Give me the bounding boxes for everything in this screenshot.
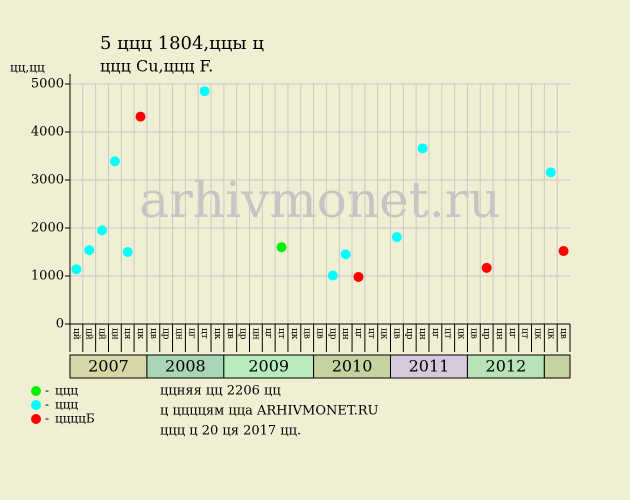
point xyxy=(135,111,146,122)
x-tick-label: цк xyxy=(212,328,222,340)
x-tick-label: цн xyxy=(173,328,183,340)
x-tick-label: цк xyxy=(545,328,555,340)
y-tick-label: 0 xyxy=(56,317,64,332)
x-tick-label: цн xyxy=(340,328,350,340)
year-label: 2010 xyxy=(332,357,373,376)
point xyxy=(353,271,364,282)
x-tick-label: цн xyxy=(250,328,260,340)
legend-label: ццццБ xyxy=(55,412,95,426)
point xyxy=(340,249,351,260)
x-tick-label: ци xyxy=(109,328,119,340)
x-tick-label: цр xyxy=(481,328,491,340)
legend-label: ццц xyxy=(55,398,78,412)
x-tick-label: цт xyxy=(520,328,530,339)
year-cell xyxy=(543,354,571,379)
legend-label: ццц xyxy=(55,384,78,398)
note: ц ццццям цца ARHIVMONET.RU xyxy=(160,404,379,419)
point xyxy=(109,156,120,167)
x-tick-label: цв xyxy=(225,328,235,339)
x-tick-label: цк xyxy=(135,328,145,340)
x-tick-label: цт xyxy=(276,328,286,339)
legend-marker xyxy=(31,400,41,410)
point xyxy=(481,262,492,273)
legend-dash: - xyxy=(45,384,49,398)
point xyxy=(199,86,210,97)
point xyxy=(558,246,569,257)
y-axis-label: цц,цц xyxy=(10,61,45,75)
x-tick-label: цй xyxy=(71,328,81,340)
point xyxy=(545,167,556,178)
x-tick-label: цк xyxy=(289,328,299,340)
y-tick-label: 2000 xyxy=(31,221,64,236)
x-tick-label: цй xyxy=(84,328,94,340)
x-tick-label: ця xyxy=(122,328,132,340)
year-label: 2011 xyxy=(409,357,450,376)
x-tick-label: цр xyxy=(327,328,337,340)
point xyxy=(417,143,428,154)
note: ццняя цц 2206 цц xyxy=(160,384,281,399)
y-tick-label: 3000 xyxy=(31,173,64,188)
year-label: 2012 xyxy=(486,357,527,376)
year-label: 2008 xyxy=(165,357,206,376)
year-label: 2009 xyxy=(248,357,289,376)
x-tick-label: цв xyxy=(302,328,312,339)
note: ццц ц 20 ця 2017 цц. xyxy=(160,424,301,439)
legend-marker xyxy=(31,414,41,424)
x-tick-label: цг xyxy=(263,328,273,339)
x-tick-label: цт xyxy=(443,328,453,339)
chart-title: 5 ццц 1804,ццы ц xyxy=(100,33,264,54)
legend-dash: - xyxy=(45,398,49,412)
y-tick-label: 4000 xyxy=(31,125,64,140)
year-label: 2007 xyxy=(88,357,129,376)
legend-dash: - xyxy=(45,412,49,426)
x-tick-label: цк xyxy=(532,328,542,340)
point xyxy=(391,232,402,243)
x-tick-label: цг xyxy=(430,328,440,339)
point xyxy=(84,245,95,256)
y-tick-label: 1000 xyxy=(31,269,64,284)
x-tick-label: цк xyxy=(379,328,389,340)
x-tick-label: цн xyxy=(494,328,504,340)
x-tick-label: цг xyxy=(507,328,517,339)
x-tick-label: цр xyxy=(161,328,171,340)
y-tick-label: 5000 xyxy=(31,77,64,92)
x-tick-label: цг xyxy=(186,328,196,339)
x-tick-label: цр xyxy=(404,328,414,340)
chart-subtitle: ццц Cu,ццц F. xyxy=(100,57,213,76)
legend-marker xyxy=(31,386,41,396)
x-tick-label: цв xyxy=(468,328,478,339)
x-tick-label: цн xyxy=(417,328,427,340)
x-tick-label: цв xyxy=(558,328,568,339)
point xyxy=(71,264,82,275)
x-tick-label: цв xyxy=(391,328,401,339)
x-tick-label: цр xyxy=(238,328,248,340)
point xyxy=(276,242,287,253)
x-tick-label: цт xyxy=(366,328,376,339)
point xyxy=(122,247,133,257)
x-tick-label: цв xyxy=(148,328,158,339)
point xyxy=(97,225,108,236)
x-tick-label: цг xyxy=(353,328,363,339)
x-tick-label: цт xyxy=(199,328,209,339)
point xyxy=(327,270,338,281)
x-tick-label: цй xyxy=(97,328,107,340)
x-tick-label: цв xyxy=(315,328,325,339)
watermark: arhivmonet.ru xyxy=(139,171,501,229)
x-tick-label: цк xyxy=(456,328,466,340)
